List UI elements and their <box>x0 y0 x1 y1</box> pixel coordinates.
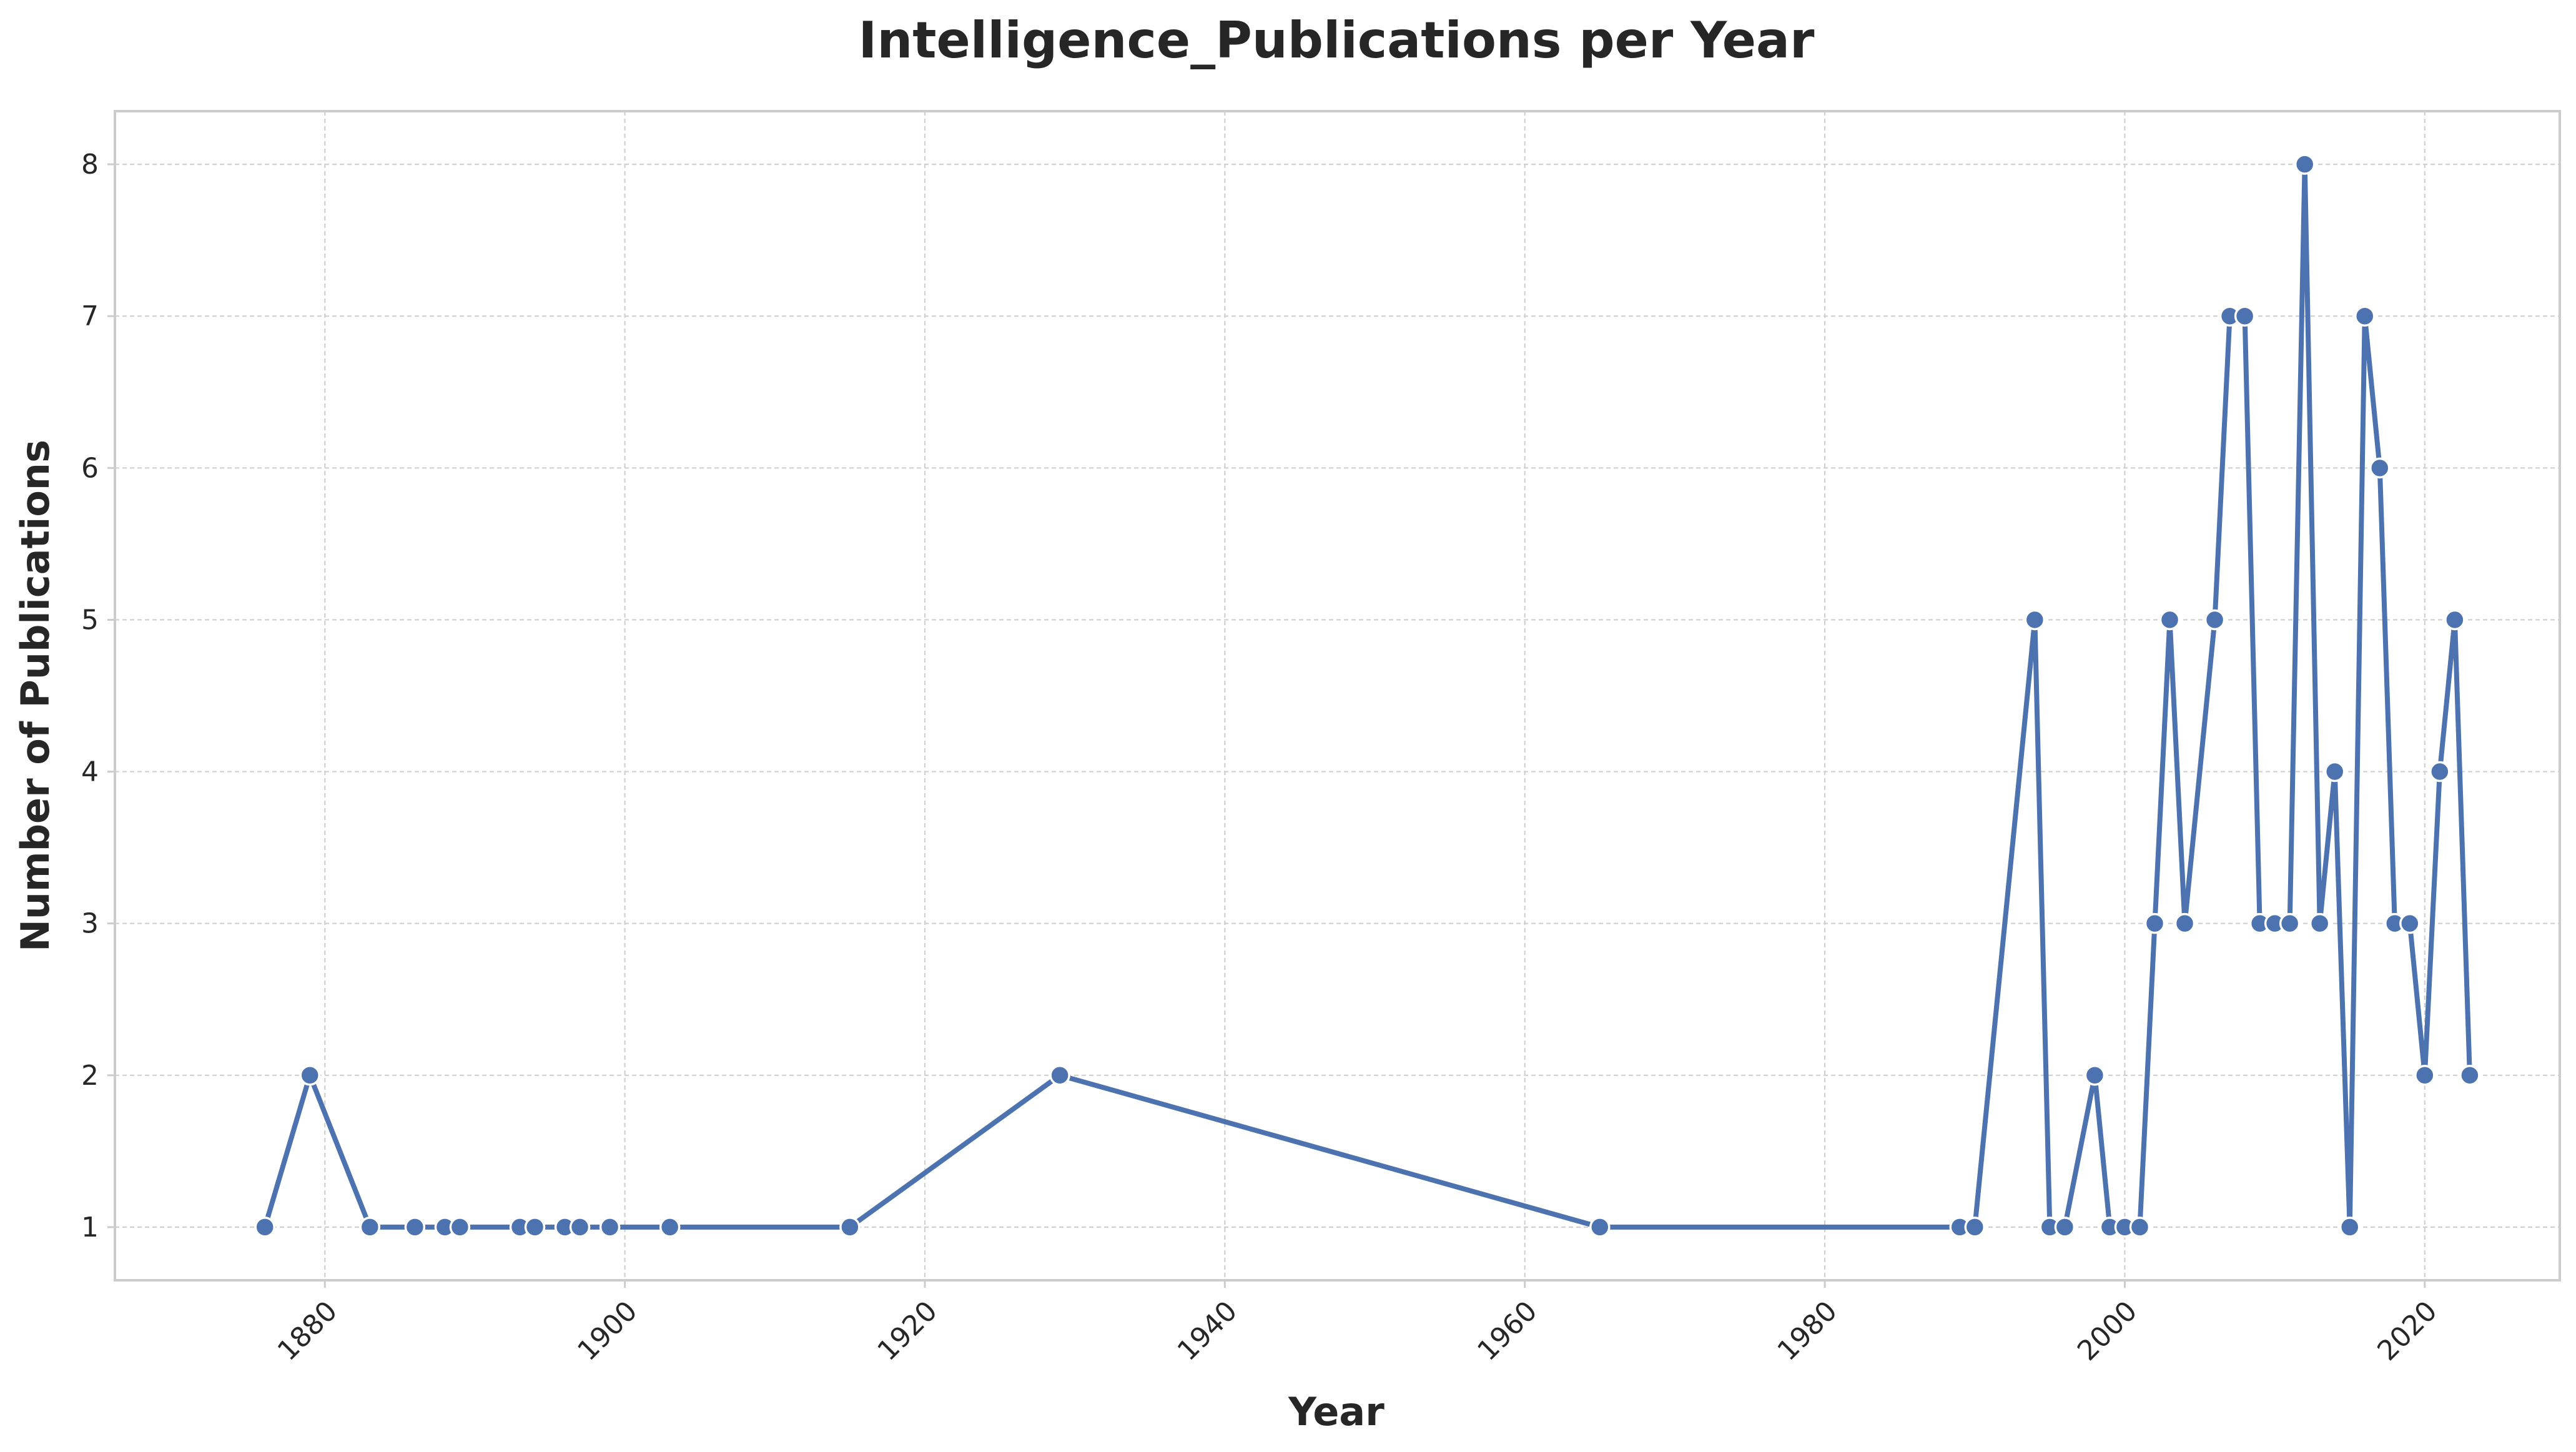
x-tick-label: 2000 <box>2071 1295 2143 1367</box>
data-point <box>2324 761 2346 783</box>
data-point <box>2204 609 2226 631</box>
series-line <box>262 162 2472 1230</box>
x-tick-label: 1960 <box>1471 1295 1543 1367</box>
data-point <box>2024 609 2046 631</box>
grid <box>115 111 2560 1280</box>
y-tick-label: 7 <box>81 300 99 332</box>
data-point <box>2354 305 2376 327</box>
x-axis-ticks: 1880 1900 1920 1940 1960 1980 2000 2020 <box>272 1280 2444 1367</box>
data-point <box>2234 305 2256 327</box>
data-point <box>2084 1065 2106 1086</box>
y-tick-label: 8 <box>81 149 99 180</box>
data-point <box>2429 761 2450 783</box>
data-point <box>2279 912 2301 934</box>
x-tick-label: 1980 <box>1772 1295 1843 1367</box>
series-line-layer <box>262 162 2472 1230</box>
data-point <box>524 1217 546 1238</box>
data-point <box>1049 1065 1070 1086</box>
x-tick-label: 1940 <box>1172 1295 1243 1367</box>
x-tick-label: 1920 <box>872 1295 944 1367</box>
data-point <box>2399 912 2421 934</box>
x-axis-label: Year <box>1288 1389 1384 1435</box>
data-point <box>299 1065 320 1086</box>
x-tick-label: 1880 <box>272 1295 343 1367</box>
data-point <box>449 1217 471 1238</box>
y-tick-label: 3 <box>81 908 99 940</box>
data-point <box>599 1217 621 1238</box>
y-tick-label: 5 <box>81 604 99 636</box>
y-axis-ticks: 1 2 3 4 5 6 7 8 <box>81 149 115 1243</box>
data-point <box>569 1217 591 1238</box>
data-point <box>404 1217 426 1238</box>
data-point <box>2414 1065 2435 1086</box>
data-points <box>254 154 2480 1238</box>
data-point <box>2294 154 2316 175</box>
x-tick-label: 2020 <box>2371 1295 2443 1367</box>
chart-title: Intelligence_Publications per Year <box>859 11 1815 69</box>
data-point <box>2339 1217 2361 1238</box>
data-point <box>2144 912 2166 934</box>
data-point <box>2444 609 2465 631</box>
plot-frame <box>114 110 2561 1282</box>
y-tick-label: 4 <box>81 756 99 788</box>
data-point <box>659 1217 681 1238</box>
data-point <box>254 1217 275 1238</box>
y-tick-label: 6 <box>81 452 99 484</box>
data-point <box>1589 1217 1611 1238</box>
x-tick-label: 1900 <box>571 1295 643 1367</box>
data-point <box>2459 1065 2480 1086</box>
y-tick-label: 2 <box>81 1060 99 1092</box>
data-point <box>839 1217 861 1238</box>
data-point <box>2054 1217 2076 1238</box>
y-axis-label: Number of Publications <box>12 440 58 952</box>
data-point <box>2369 457 2391 479</box>
data-point <box>2129 1217 2151 1238</box>
data-point <box>2309 912 2331 934</box>
data-point <box>1964 1217 1986 1238</box>
data-point <box>2174 912 2196 934</box>
y-tick-label: 1 <box>81 1212 99 1243</box>
data-point <box>2159 609 2181 631</box>
data-point <box>359 1217 381 1238</box>
